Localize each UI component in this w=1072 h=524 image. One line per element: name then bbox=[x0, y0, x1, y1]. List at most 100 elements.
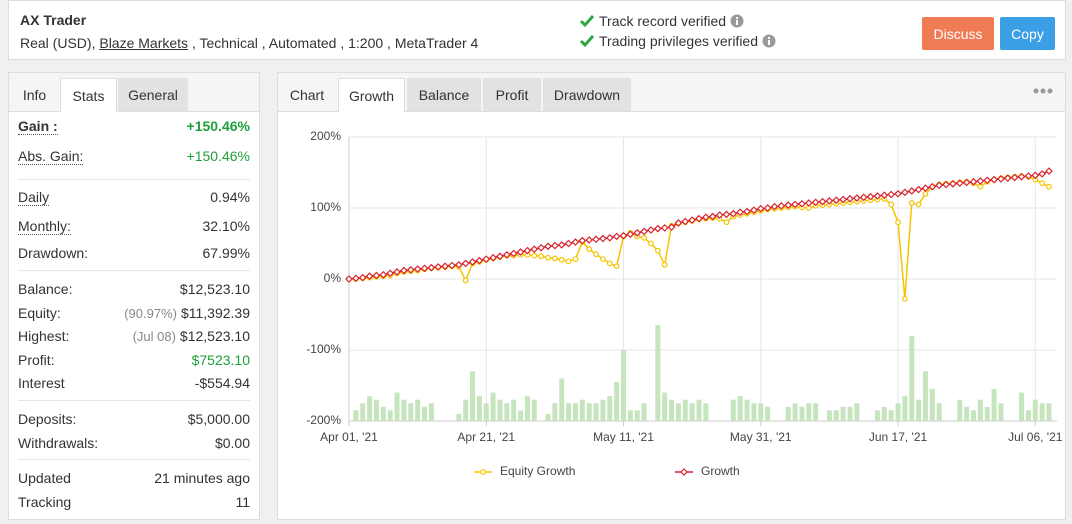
stat-label-wrap: Daily bbox=[18, 189, 210, 206]
point-marker bbox=[798, 199, 806, 208]
volume-bar bbox=[826, 410, 832, 421]
point-marker bbox=[531, 252, 538, 259]
tab-active[interactable]: Stats bbox=[60, 78, 117, 112]
volume-bar bbox=[483, 403, 489, 421]
point-marker bbox=[922, 190, 929, 197]
volume-bar bbox=[936, 403, 942, 421]
stat-label: Balance: bbox=[18, 281, 73, 297]
point-marker bbox=[551, 241, 559, 250]
volume-bar bbox=[730, 399, 736, 421]
point-marker bbox=[990, 175, 998, 184]
separator bbox=[18, 400, 250, 401]
stat-value: $11,392.39 bbox=[180, 305, 250, 321]
point-marker bbox=[859, 193, 868, 202]
point-marker bbox=[887, 190, 896, 199]
point-marker bbox=[1003, 174, 1012, 183]
stat-value: $7523.10 bbox=[191, 352, 250, 368]
volume-bar bbox=[614, 381, 620, 421]
volume-bar bbox=[854, 403, 860, 421]
verified-item: Trading privileges verified bbox=[579, 33, 776, 49]
point-marker bbox=[480, 469, 486, 475]
point-marker bbox=[839, 195, 847, 204]
tab[interactable]: General bbox=[118, 78, 188, 111]
point-marker bbox=[660, 224, 669, 232]
point-marker bbox=[921, 184, 930, 192]
copy-button[interactable]: Copy bbox=[1000, 17, 1055, 50]
volume-bar bbox=[504, 403, 510, 421]
stat-label-wrap: Equity: bbox=[18, 305, 124, 321]
point-marker bbox=[811, 198, 820, 207]
tab[interactable]: Info bbox=[22, 86, 47, 103]
tab[interactable]: Profit bbox=[483, 78, 541, 111]
stat-label: Profit: bbox=[18, 352, 55, 368]
stat-row: Equity: (90.97%) $11,392.39 bbox=[18, 305, 250, 321]
point-marker bbox=[400, 266, 408, 275]
volume-bar bbox=[373, 399, 379, 421]
volume-bar bbox=[545, 413, 551, 421]
more-icon[interactable] bbox=[1033, 87, 1053, 95]
point-marker bbox=[680, 468, 688, 476]
point-marker bbox=[654, 247, 661, 254]
volume-bar bbox=[675, 403, 681, 421]
volume-bar bbox=[847, 406, 853, 421]
tab[interactable]: Balance bbox=[407, 78, 481, 111]
info-icon[interactable] bbox=[730, 14, 744, 28]
point-marker bbox=[770, 202, 779, 211]
x-tick-label: May 31, '21 bbox=[730, 430, 792, 444]
stat-row: Interest -$554.94 bbox=[18, 375, 250, 391]
point-marker bbox=[593, 251, 599, 258]
discuss-button[interactable]: Discuss bbox=[922, 17, 994, 50]
stat-label: Daily bbox=[18, 189, 50, 206]
volume-bar bbox=[586, 403, 592, 421]
volume-bar bbox=[490, 392, 496, 421]
point-marker bbox=[832, 196, 841, 205]
broker-link[interactable]: Blaze Markets bbox=[99, 35, 189, 51]
point-marker bbox=[612, 232, 621, 241]
point-marker bbox=[688, 216, 696, 224]
volume-bar bbox=[957, 399, 963, 421]
stat-row: Profit: $7523.10 bbox=[18, 352, 250, 368]
volume-bar bbox=[758, 403, 764, 421]
volume-bar bbox=[840, 406, 846, 421]
point-marker bbox=[983, 176, 992, 185]
point-marker bbox=[969, 177, 978, 186]
point-marker bbox=[743, 207, 751, 216]
volume-bar bbox=[888, 410, 894, 421]
point-marker bbox=[564, 239, 573, 248]
legend-label: Equity Growth bbox=[500, 464, 575, 478]
point-marker bbox=[729, 209, 738, 218]
point-marker bbox=[352, 274, 360, 283]
volume-bar bbox=[669, 399, 675, 421]
point-marker bbox=[372, 271, 381, 280]
volume-bar bbox=[929, 389, 935, 421]
tab-active[interactable]: Growth bbox=[338, 78, 405, 112]
stat-value: 21 minutes ago bbox=[154, 470, 250, 486]
chart: -200% -100% 0% 100% 200% Apr 01, '21 Apr 21, '… bbox=[306, 129, 1062, 478]
point-marker bbox=[434, 263, 443, 271]
stat-label-wrap: Abs. Gain: bbox=[18, 148, 187, 165]
volume-bar bbox=[874, 410, 880, 421]
point-marker bbox=[565, 258, 572, 265]
point-marker bbox=[1046, 183, 1052, 190]
volume-bar bbox=[682, 399, 688, 421]
stat-label: Monthly: bbox=[18, 218, 71, 235]
stat-row: Deposits: $5,000.00 bbox=[18, 411, 250, 427]
subtitle-start: Real (USD), bbox=[20, 35, 96, 51]
point-marker bbox=[619, 231, 628, 240]
stat-label-wrap: Gain : bbox=[18, 118, 187, 135]
stat-value: 67.99% bbox=[202, 245, 250, 261]
point-marker bbox=[461, 259, 470, 268]
volume-bar bbox=[895, 403, 901, 421]
stat-label-wrap: Profit: bbox=[18, 352, 192, 368]
point-marker bbox=[1031, 171, 1040, 180]
title: AX Trader bbox=[20, 12, 87, 28]
stat-label-wrap: Tracking bbox=[18, 494, 235, 510]
stat-row: Withdrawals: $0.00 bbox=[18, 435, 250, 451]
volume-bar bbox=[408, 403, 414, 421]
stat-note: (Jul 08) bbox=[132, 328, 176, 344]
tab[interactable]: Drawdown bbox=[543, 78, 631, 111]
point-marker bbox=[846, 194, 854, 203]
volume-bar bbox=[566, 403, 572, 421]
info-icon[interactable] bbox=[762, 34, 776, 48]
point-marker bbox=[825, 197, 834, 205]
